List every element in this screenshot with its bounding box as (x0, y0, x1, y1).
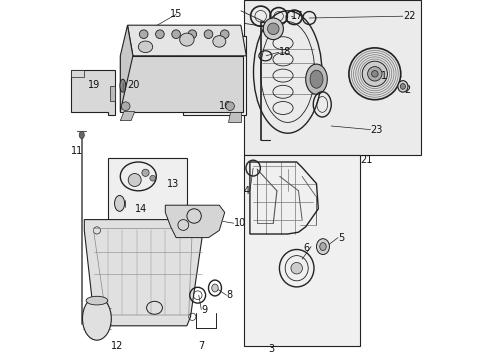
Text: 8: 8 (226, 290, 232, 300)
Ellipse shape (319, 243, 325, 251)
Polygon shape (228, 112, 241, 122)
Text: 9: 9 (201, 305, 207, 315)
Ellipse shape (225, 102, 234, 111)
Polygon shape (127, 25, 246, 56)
Polygon shape (120, 25, 133, 112)
Bar (244, 155, 359, 346)
Ellipse shape (263, 18, 283, 40)
Ellipse shape (149, 175, 155, 181)
Bar (244, 0, 420, 155)
Ellipse shape (138, 41, 152, 53)
Ellipse shape (187, 30, 196, 39)
Polygon shape (120, 56, 242, 112)
Ellipse shape (397, 81, 407, 92)
Text: 12: 12 (111, 341, 123, 351)
Ellipse shape (348, 48, 400, 100)
Text: 6: 6 (303, 243, 309, 253)
Ellipse shape (120, 79, 125, 92)
Ellipse shape (220, 30, 228, 39)
Text: 1: 1 (381, 71, 386, 81)
Ellipse shape (171, 30, 180, 39)
Ellipse shape (142, 169, 149, 176)
Polygon shape (109, 86, 115, 101)
Ellipse shape (121, 102, 130, 111)
Polygon shape (71, 70, 84, 77)
Ellipse shape (367, 67, 381, 81)
Text: 23: 23 (370, 125, 382, 135)
Ellipse shape (362, 61, 386, 86)
Ellipse shape (155, 30, 164, 39)
Ellipse shape (128, 174, 141, 186)
Text: 2: 2 (404, 85, 410, 95)
Text: 3: 3 (268, 344, 274, 354)
Text: 21: 21 (360, 155, 372, 165)
Ellipse shape (316, 239, 329, 255)
Bar (183, 36, 246, 115)
Text: 5: 5 (337, 233, 344, 243)
Text: 17: 17 (291, 11, 303, 21)
Polygon shape (165, 205, 224, 238)
Text: 10: 10 (233, 218, 245, 228)
Text: 20: 20 (127, 80, 140, 90)
Text: 13: 13 (167, 179, 179, 189)
Polygon shape (84, 220, 203, 326)
Ellipse shape (371, 71, 377, 77)
Ellipse shape (290, 262, 302, 274)
Ellipse shape (79, 131, 84, 139)
Text: 4: 4 (244, 186, 249, 196)
Text: 18: 18 (278, 47, 290, 57)
Ellipse shape (114, 195, 124, 211)
Ellipse shape (139, 30, 148, 39)
Ellipse shape (305, 64, 326, 94)
Bar (107, 158, 186, 229)
Text: 11: 11 (71, 146, 83, 156)
Ellipse shape (400, 84, 405, 89)
Ellipse shape (204, 30, 212, 39)
Ellipse shape (267, 23, 279, 35)
Ellipse shape (212, 36, 225, 47)
Polygon shape (120, 112, 134, 121)
Text: 22: 22 (402, 11, 414, 21)
Ellipse shape (86, 296, 107, 305)
Text: 7: 7 (198, 341, 204, 351)
Text: 19: 19 (88, 80, 100, 90)
Ellipse shape (211, 284, 218, 292)
Ellipse shape (309, 70, 322, 88)
Ellipse shape (82, 297, 111, 340)
Ellipse shape (179, 33, 194, 46)
Text: 14: 14 (134, 204, 147, 214)
Text: 15: 15 (169, 9, 182, 19)
Text: 16: 16 (219, 101, 231, 111)
Polygon shape (71, 70, 115, 115)
